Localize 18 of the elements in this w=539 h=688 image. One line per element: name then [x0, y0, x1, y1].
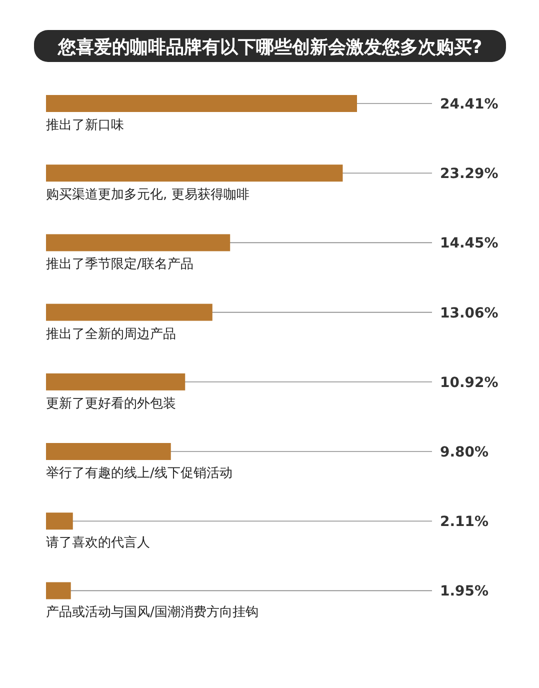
y-tick-label: 产品或活动与国风/国潮消费方向挂钩	[46, 604, 258, 620]
y-tick-label: 更新了更好看的外包装	[46, 396, 176, 412]
y-tick-label: 举行了有趣的线上/线下促销活动	[46, 466, 232, 481]
chart-title: 您喜爱的咖啡品牌有以下哪些创新会激发您多次购买?	[56, 37, 482, 58]
y-tick-label: 推出了新口味	[46, 118, 124, 133]
title: 您喜爱的咖啡品牌有以下哪些创新会激发您多次购买?	[34, 30, 506, 62]
data-label: 10.92%	[440, 374, 498, 391]
data-label: 14.45%	[440, 236, 498, 252]
y-tick-label: 推出了全新的周边产品	[46, 326, 176, 342]
data-label: 1.95%	[440, 584, 489, 600]
y-tick-label: 推出了季节限定/联名产品	[46, 257, 194, 272]
data-label: 23.29%	[440, 166, 498, 182]
y-tick-label: 请了喜欢的代言人	[46, 534, 150, 551]
y-tick-label: 购买渠道更加多元化, 更易获得咖啡	[46, 188, 250, 203]
data-label: 9.80%	[440, 444, 489, 460]
data-label: 24.41%	[440, 96, 498, 112]
data-label: 13.06%	[440, 305, 498, 322]
data-label: 2.11%	[440, 514, 489, 530]
